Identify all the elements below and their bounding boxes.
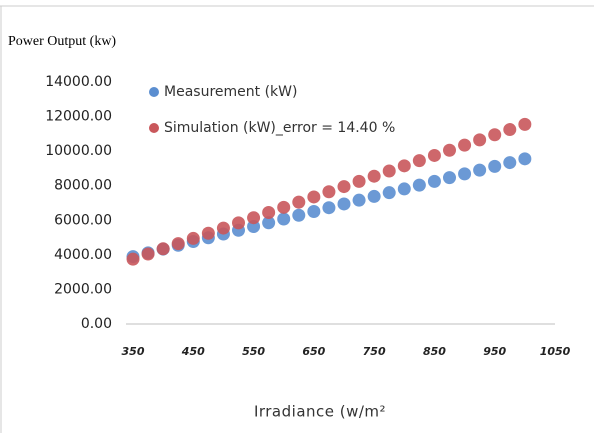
data-point [322,185,336,199]
data-point [443,171,456,185]
data-point [488,128,502,142]
data-point [367,189,381,203]
y-tick-label: 4000.00 [54,247,112,263]
data-point [307,204,321,218]
x-tick-label: 650 [302,345,325,358]
x-tick-label: 350 [122,345,145,358]
data-point [322,201,336,215]
x-tick-label: 850 [423,345,446,358]
data-point [382,186,396,200]
data-point [277,200,291,214]
y-tick-label: 6000.00 [54,212,112,228]
data-point [518,152,532,166]
y-tick-label: 10000.00 [45,143,112,159]
x-tick-label: 550 [242,345,265,358]
y-tick-label: 0.00 [81,316,112,332]
data-point [337,197,351,211]
data-point [503,123,517,137]
data-point [352,193,366,207]
x-tick-label: 1050 [540,345,571,358]
data-point [292,195,306,209]
data-point [443,143,456,157]
data-point [518,117,532,131]
data-point [412,154,426,168]
data-point [473,163,487,177]
data-point [337,180,351,194]
legend-label: Simulation (kW)_error = 14.40 % [164,120,395,136]
data-point [216,221,230,235]
data-point [427,148,441,162]
y-tick-label: 14000.00 [45,74,112,90]
data-point [171,237,185,251]
data-point [382,164,396,178]
data-point [292,208,306,222]
legend-marker [149,123,159,133]
data-point [141,247,155,261]
data-point [201,226,215,240]
data-point [247,211,261,225]
data-point [412,178,426,192]
y-tick-label: 2000.00 [54,281,112,297]
data-point [126,252,140,266]
data-point [397,159,411,173]
chart-title: Power Output (kw) [8,34,116,49]
data-point [352,174,366,188]
data-point [186,231,200,245]
data-point [262,206,276,220]
data-point [277,212,291,226]
data-point [473,133,487,147]
x-tick-label: 450 [181,345,205,358]
data-point [488,159,502,173]
y-tick-label: 8000.00 [54,178,112,194]
data-point [367,169,381,183]
data-point [397,182,411,196]
legend-marker [149,87,159,97]
x-tick-label: 950 [483,345,506,358]
data-point [458,167,472,181]
x-axis-title: Irradiance (w/m² [254,403,386,421]
data-point [232,216,245,230]
x-tick-label: 750 [363,345,386,358]
data-point [307,190,321,204]
data-point [503,156,517,170]
data-point [262,216,276,230]
legend-label: Measurement (kW) [164,84,297,100]
data-point [427,174,441,188]
data-point [156,242,170,256]
data-point [458,138,472,152]
y-tick-label: 12000.00 [45,109,112,125]
